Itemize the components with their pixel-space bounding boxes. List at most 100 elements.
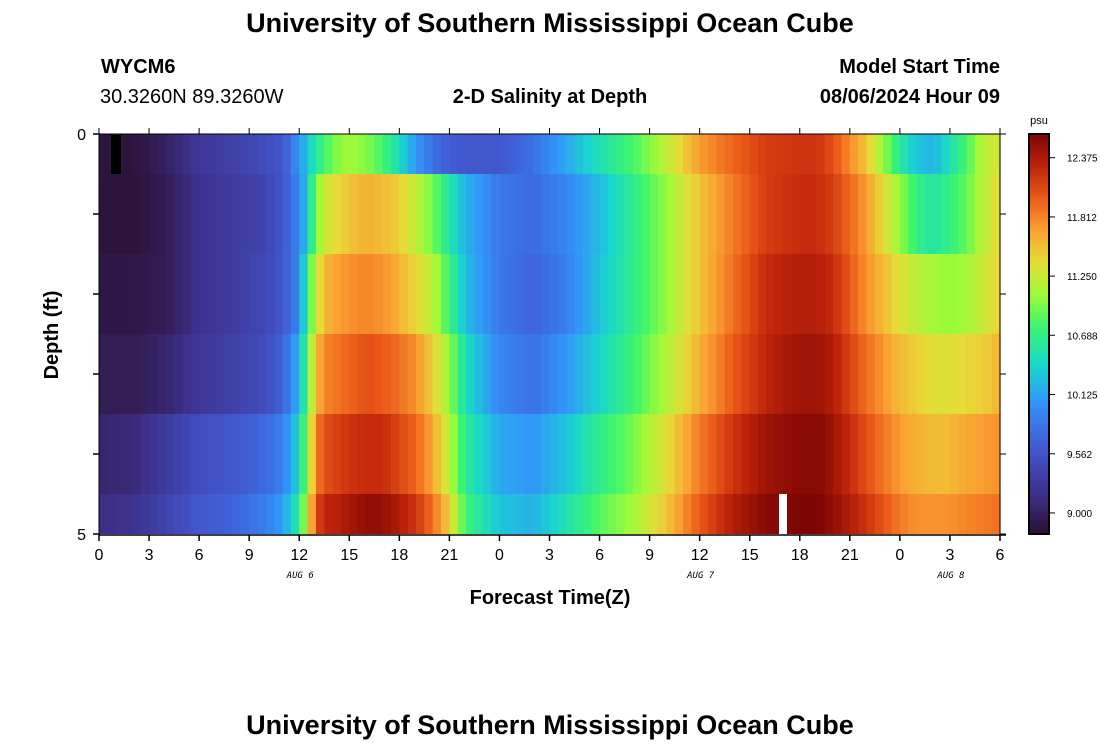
heatmap-cell: [315, 414, 325, 494]
heatmap-cell: [591, 334, 601, 414]
heatmap-cell: [424, 494, 434, 534]
heatmap-cell: [858, 254, 868, 334]
heatmap-cell: [966, 414, 976, 494]
heatmap-cell: [132, 174, 142, 254]
heatmap-cell: [215, 334, 225, 414]
heatmap-cell: [232, 414, 242, 494]
heatmap-cell: [99, 134, 108, 174]
heatmap-cell: [983, 494, 993, 534]
heatmap-cell: [666, 334, 676, 414]
heatmap-cell: [933, 494, 943, 534]
heatmap-cell: [499, 254, 509, 334]
x-date-label: AUG 6: [286, 571, 314, 581]
heatmap-cell: [949, 494, 959, 534]
heatmap-cell: [249, 334, 259, 414]
heatmap-cell: [691, 174, 701, 254]
colorbar-tick-label: 11.812: [1067, 213, 1097, 224]
heatmap-cell: [808, 494, 818, 534]
heatmap-cell: [799, 174, 809, 254]
heatmap-cell: [991, 134, 1001, 174]
heatmap-cell: [382, 414, 392, 494]
heatmap-cell: [449, 134, 459, 174]
heatmap-cell: [657, 494, 667, 534]
heatmap-cell: [516, 254, 526, 334]
x-tick-label: 12: [290, 547, 308, 564]
heatmap-cell: [449, 174, 459, 254]
heatmap-cell: [682, 334, 692, 414]
heatmap-cell: [374, 174, 384, 254]
heatmap-cell: [824, 134, 834, 174]
heatmap-cell: [282, 494, 292, 534]
heatmap-cell: [215, 494, 225, 534]
heatmap-cell: [474, 254, 484, 334]
heatmap-cell: [891, 414, 901, 494]
heatmap-cell: [941, 334, 951, 414]
heatmap-cell: [774, 334, 784, 414]
heatmap-cell: [149, 334, 158, 414]
heatmap-cell: [507, 494, 517, 534]
heatmap-cell: [916, 254, 926, 334]
heatmap-cell: [574, 334, 584, 414]
x-tick-label: 6: [195, 547, 204, 564]
heatmap-cell: [899, 334, 909, 414]
heatmap-cell: [949, 414, 959, 494]
heatmap-cell: [441, 494, 450, 534]
heatmap-cell: [933, 254, 943, 334]
heatmap-cell: [682, 494, 692, 534]
heatmap-cell: [874, 174, 884, 254]
heatmap-cell: [791, 134, 801, 174]
heatmap-cell: [149, 494, 158, 534]
x-date-label: AUG 7: [686, 571, 715, 581]
heatmap-cell: [240, 254, 250, 334]
heatmap-cell: [582, 174, 592, 254]
heatmap-cell: [958, 494, 968, 534]
heatmap-cell: [874, 494, 884, 534]
heatmap-cell: [733, 254, 742, 334]
heatmap-cell: [224, 254, 234, 334]
heatmap-cell: [441, 414, 450, 494]
heatmap-cell: [666, 414, 676, 494]
model-marker-white: [779, 494, 787, 534]
heatmap-cell: [891, 254, 901, 334]
heatmap-cell: [624, 254, 634, 334]
heatmap-cell: [691, 254, 701, 334]
heatmap-cell: [290, 414, 300, 494]
heatmap-cell: [432, 414, 442, 494]
heatmap-cell: [390, 174, 400, 254]
heatmap-cell: [616, 174, 626, 254]
heatmap-cell: [524, 134, 534, 174]
heatmap-cell: [357, 254, 367, 334]
heatmap-cell: [449, 414, 459, 494]
heatmap-cell: [958, 334, 968, 414]
heatmap-cell: [766, 334, 776, 414]
heatmap-cell: [808, 334, 818, 414]
heatmap-cell: [249, 174, 259, 254]
heatmap-cell: [682, 254, 692, 334]
heatmap-cell: [941, 134, 951, 174]
heatmap-cell: [557, 414, 567, 494]
y-tick-label: 5: [77, 527, 86, 544]
heatmap-cell: [607, 174, 617, 254]
heatmap-cell: [966, 334, 976, 414]
heatmap-cell: [457, 134, 467, 174]
y-axis-label: Depth (ft): [41, 291, 63, 380]
heatmap-cell: [182, 414, 192, 494]
heatmap-cell: [315, 174, 325, 254]
heatmap-cell: [199, 494, 209, 534]
heatmap-cell: [541, 494, 551, 534]
heatmap-cell: [557, 134, 567, 174]
heatmap-cell: [766, 414, 776, 494]
colorbar-tick-label: 9.000: [1067, 509, 1092, 520]
heatmap-cell: [666, 174, 676, 254]
heatmap-cell: [883, 334, 893, 414]
heatmap-cell: [207, 254, 217, 334]
heatmap-cell: [107, 254, 117, 334]
heatmap-cell: [507, 254, 517, 334]
heatmap-cell: [549, 414, 559, 494]
colorbar: psu 12.375 11.812 11.250 10.688 10.125 9.562 9…: [1028, 115, 1098, 535]
heatmap-cell: [774, 254, 784, 334]
heatmap-cell: [99, 254, 108, 334]
heatmap-cell: [883, 494, 893, 534]
heatmap-cell: [849, 134, 859, 174]
heatmap-cell: [457, 494, 467, 534]
